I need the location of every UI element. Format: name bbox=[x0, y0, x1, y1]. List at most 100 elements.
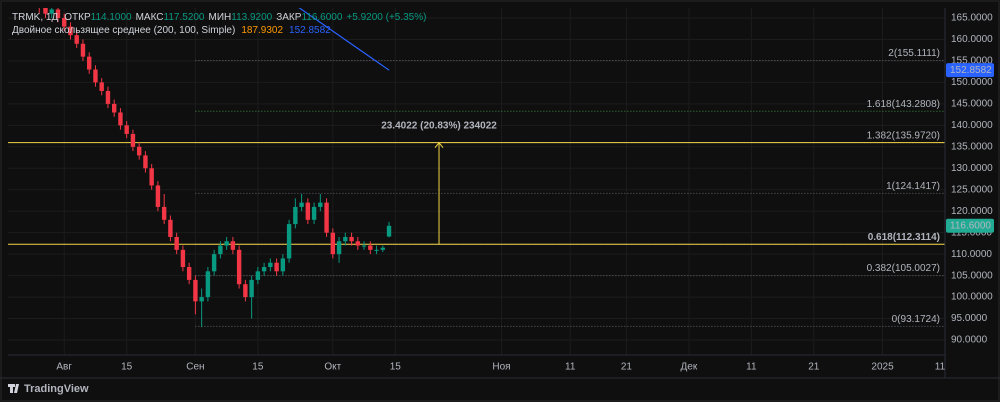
price-label: 152.8582 bbox=[950, 65, 992, 76]
candle-body bbox=[305, 202, 311, 220]
candle-body bbox=[205, 271, 211, 298]
candle-body bbox=[111, 103, 117, 113]
candle-body bbox=[124, 125, 129, 134]
candle-body bbox=[68, 26, 73, 36]
plot-area: 2(155.1111) 1.618(143.2808) 1.382(135.9720… bbox=[8, 8, 945, 328]
candle-body bbox=[99, 82, 104, 91]
measure-label: 23.4022 (20.83%) 234022 bbox=[381, 120, 497, 131]
x-tick-label: Сен bbox=[186, 362, 204, 373]
y-tick-label: 165.0000 bbox=[951, 13, 993, 24]
x-tick-label: Ноя bbox=[492, 362, 510, 373]
y-tick-label: 105.0000 bbox=[951, 270, 993, 281]
candle-body bbox=[318, 202, 323, 207]
candle-body bbox=[199, 297, 204, 302]
fib-label: 1(124.1417) bbox=[886, 181, 940, 192]
candle-body bbox=[268, 262, 273, 268]
price-label-box bbox=[946, 218, 994, 233]
candle-body bbox=[149, 168, 154, 186]
x-tick-label: 21 bbox=[808, 362, 820, 373]
y-tick-label: 125.0000 bbox=[951, 184, 993, 195]
candle-body bbox=[243, 284, 248, 298]
candle-body bbox=[168, 219, 173, 237]
candle-body bbox=[230, 241, 236, 250]
candle-body bbox=[55, 9, 61, 19]
y-tick-label: 145.0000 bbox=[951, 99, 993, 110]
candle-body bbox=[93, 69, 98, 83]
legend-main: TRMK, 1Д ОТКР114.1000 МАКС117.5200 МИН113.9… bbox=[12, 12, 426, 23]
candle-body bbox=[261, 267, 267, 272]
candle-body bbox=[174, 236, 179, 250]
candle-body bbox=[236, 249, 242, 285]
symbol: TRMK, 1Д bbox=[12, 12, 58, 23]
candle-body bbox=[218, 245, 223, 255]
x-tick-label: Окт bbox=[324, 362, 341, 373]
candle-body bbox=[255, 271, 261, 280]
candle-body bbox=[62, 18, 67, 27]
candle-body bbox=[136, 146, 142, 156]
x-tick-label: 2025 bbox=[871, 362, 894, 373]
candle-body bbox=[343, 236, 348, 242]
candle-body bbox=[118, 112, 123, 126]
candle-body bbox=[74, 35, 79, 44]
field-value: 114.1000 bbox=[91, 12, 132, 23]
candle-body bbox=[224, 241, 229, 246]
candle-body bbox=[299, 202, 304, 207]
candle-body bbox=[155, 185, 161, 207]
x-tick-label: 11 bbox=[746, 362, 757, 373]
field-value: 116.6000 bbox=[301, 12, 342, 23]
x-tick-label: 15 bbox=[121, 362, 133, 373]
x-tick-label: 11 bbox=[935, 362, 946, 373]
x-tick-label: 21 bbox=[621, 362, 633, 373]
candle-body bbox=[193, 279, 198, 302]
x-tick-label: Авг bbox=[56, 362, 72, 373]
brand: TradingView bbox=[8, 383, 89, 395]
candle-body bbox=[49, 9, 54, 14]
y-tick-label: 155.0000 bbox=[951, 56, 993, 67]
field-label: ЗАКР bbox=[276, 12, 302, 23]
candle-body bbox=[280, 258, 286, 272]
candle-body bbox=[161, 206, 167, 220]
y-tick-label: 140.0000 bbox=[951, 120, 993, 131]
field-value: 117.5200 bbox=[164, 12, 205, 23]
candle-body bbox=[249, 279, 254, 298]
y-tick-label: 110.0000 bbox=[951, 249, 992, 260]
x-tick-label: 11 bbox=[565, 362, 576, 373]
grid bbox=[8, 8, 946, 355]
y-tick-label: 115.0000 bbox=[951, 227, 992, 238]
candle-body bbox=[361, 245, 367, 247]
indicator-name: Двойное скользящее среднее (200, 100, Si… bbox=[12, 25, 235, 36]
candle-body bbox=[274, 262, 279, 272]
field-label: МИН bbox=[209, 12, 232, 23]
indicator-value: 187.9302 bbox=[241, 25, 283, 36]
y-tick-label: 120.0000 bbox=[951, 206, 993, 217]
candle-body bbox=[386, 225, 392, 237]
candle-body bbox=[143, 155, 148, 169]
price-label: 116.6000 bbox=[950, 220, 991, 231]
moving-average bbox=[298, 8, 390, 71]
brand-name: TradingView bbox=[24, 383, 89, 395]
candle-body bbox=[180, 249, 186, 268]
x-tick-label: 15 bbox=[390, 362, 402, 373]
y-tick-label: 90.0000 bbox=[951, 335, 988, 346]
change: +5.9200 (+5.35%) bbox=[346, 12, 426, 23]
candle-body bbox=[349, 236, 354, 242]
y-tick-label: 135.0000 bbox=[951, 141, 993, 152]
y-tick-label: 95.0000 bbox=[951, 313, 988, 324]
candle-body bbox=[87, 56, 92, 70]
indicator-value: 152.8582 bbox=[289, 25, 331, 36]
candle-body bbox=[80, 43, 86, 57]
field-label: ОТКР bbox=[64, 12, 91, 23]
field-value: 113.9200 bbox=[231, 12, 272, 23]
candle-body bbox=[105, 90, 111, 104]
x-tick-label: Дек bbox=[681, 362, 698, 373]
candle-body bbox=[355, 241, 361, 246]
fib-label: 0(93.1724) bbox=[892, 314, 940, 325]
fib-label: 1.382(135.9720) bbox=[867, 130, 940, 141]
candle-body bbox=[286, 224, 292, 259]
candle-body bbox=[293, 206, 298, 225]
axes: 90.0000 95.0000 100.0000 105.0000 110.0000 11… bbox=[56, 13, 994, 373]
field-label: МАКС bbox=[136, 12, 164, 23]
